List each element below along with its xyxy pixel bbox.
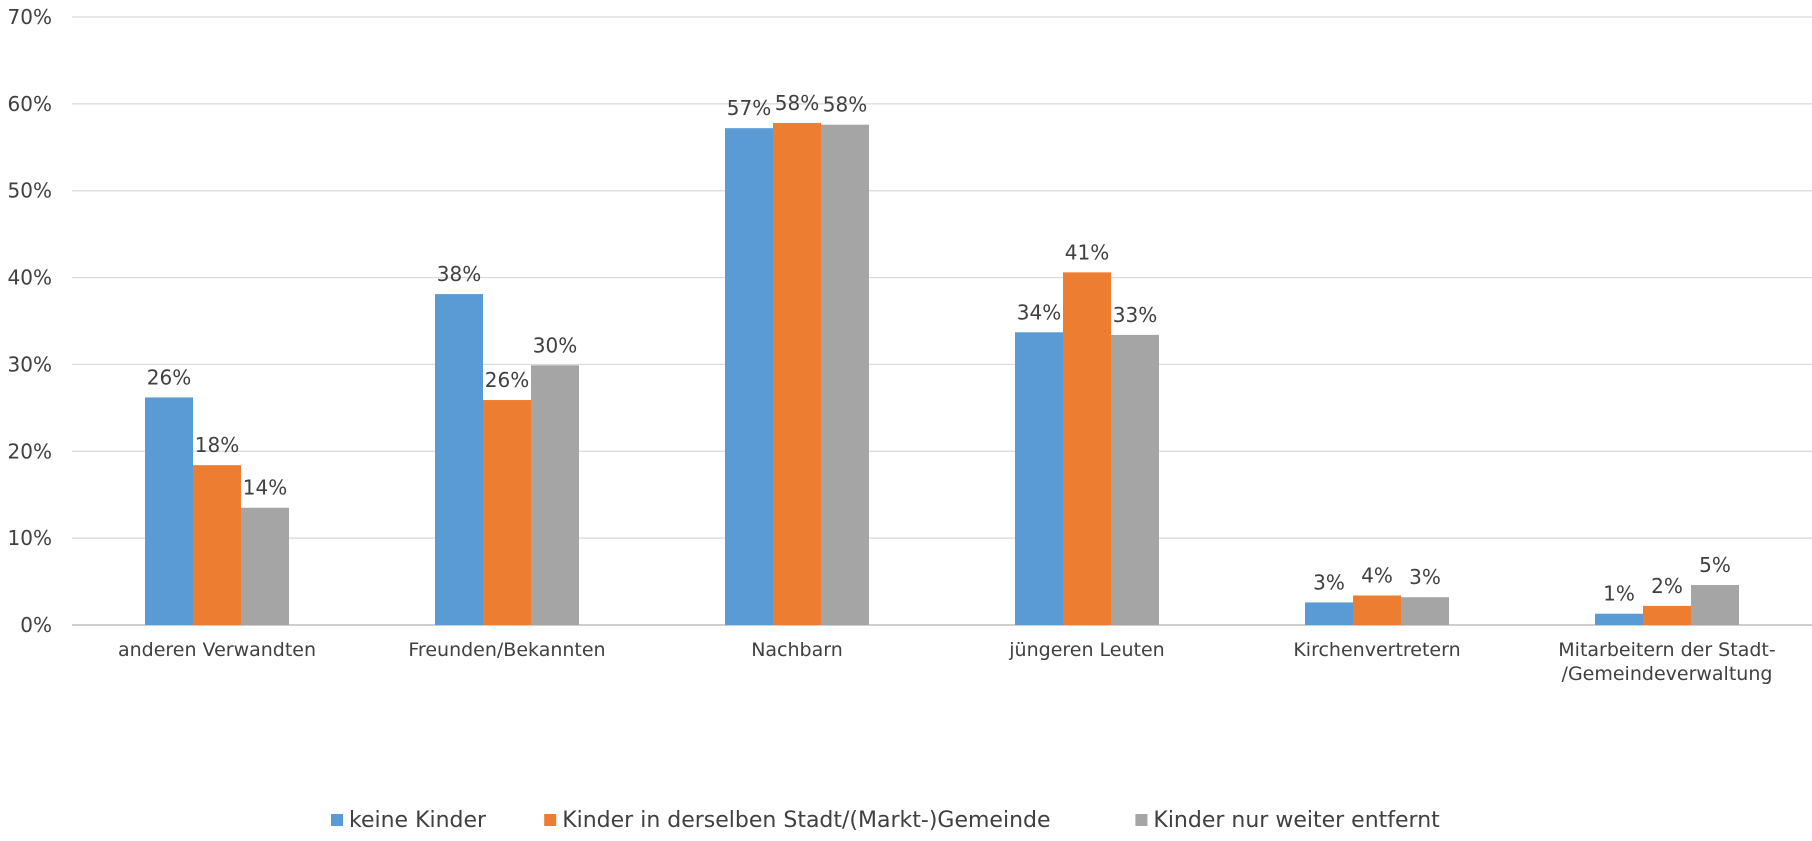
bar [1063,272,1111,625]
bar [1401,597,1449,625]
x-category-label: /Gemeindeverwaltung [1562,663,1773,685]
x-category-label: Freunden/Bekannten [408,639,605,661]
bar [241,507,289,625]
data-label: 3% [1409,565,1441,589]
legend-label: keine Kinder [349,808,487,833]
y-tick-label: 60% [8,92,52,116]
data-label: 58% [775,91,819,115]
data-label: 58% [823,93,867,117]
bar [1111,334,1159,625]
data-label: 38% [437,262,481,286]
data-label: 1% [1603,582,1635,606]
bar [145,397,193,625]
bar [1643,605,1691,625]
y-tick-label: 40% [8,266,52,290]
bar [821,124,869,626]
data-label: 57% [727,96,771,120]
y-tick-label: 20% [8,439,52,463]
data-label: 5% [1699,553,1731,577]
legend-swatch [544,814,557,826]
bar [725,128,773,626]
bar [1015,332,1063,625]
legend: keine Kinder Kinder in derselben Stadt/(M… [331,808,1440,833]
bar [1691,585,1739,625]
legend-label: Kinder nur weiter entfernt [1153,808,1440,833]
x-axis: anderen Verwandten Freunden/Bekannten Nach… [118,639,1776,685]
data-label: 2% [1651,574,1683,598]
data-label: 14% [243,476,287,500]
legend-swatch [1135,814,1148,826]
data-labels: 26%18%14%38%26%30%57% 58% 58%34%41%33%3% 4%… [147,91,1731,606]
bar [1595,613,1643,625]
x-category-label: anderen Verwandten [118,639,316,661]
bar [483,400,531,625]
bar [1305,602,1353,625]
bar [193,465,241,625]
bar [435,294,483,625]
bars [145,122,1739,626]
y-tick-label: 10% [8,526,52,550]
data-label: 3% [1313,570,1345,594]
legend-swatch [331,814,343,826]
x-category-label: Kirchenvertretern [1293,639,1460,661]
data-label: 18% [195,433,239,457]
data-label: 30% [533,333,577,357]
data-label: 26% [485,368,529,392]
y-tick-label: 50% [8,179,52,203]
data-label: 34% [1017,300,1061,324]
x-category-label: jüngeren Leuten [1008,639,1164,661]
y-tick-label: 0% [20,613,52,637]
x-category-label: Nachbarn [751,639,843,661]
data-label: 33% [1113,303,1157,327]
bar [773,122,821,626]
x-category-label: Mitarbeitern der Stadt- [1558,639,1775,661]
y-axis: 0% 10% 20% 30% 40% 50% 60% 70% [8,5,52,637]
legend-label: Kinder in derselben Stadt/(Markt-)Gemein… [562,808,1050,833]
y-tick-label: 30% [8,352,52,376]
data-label: 41% [1065,240,1109,264]
y-tick-label: 70% [8,5,52,29]
bar [1353,595,1401,625]
data-label: 26% [147,365,191,389]
data-label: 4% [1361,563,1393,587]
gridlines [72,16,1812,626]
bar [531,365,579,625]
